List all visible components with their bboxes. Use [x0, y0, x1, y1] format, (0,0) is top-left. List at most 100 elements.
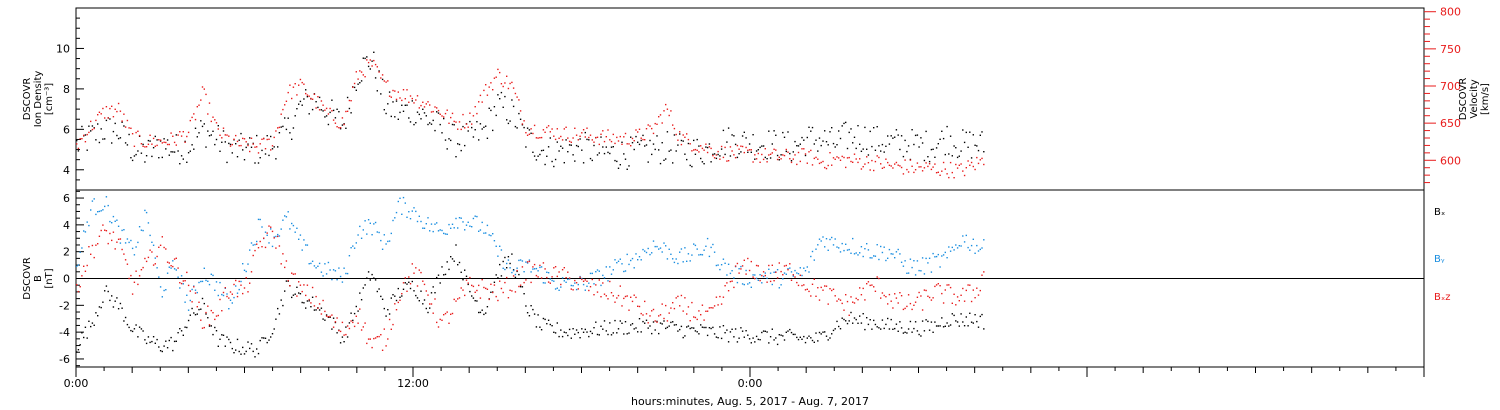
data-point — [687, 253, 690, 255]
data-point — [913, 143, 915, 146]
data-point — [114, 300, 116, 302]
data-point — [296, 227, 298, 229]
data-point — [880, 163, 882, 165]
data-point — [102, 107, 104, 110]
data-point — [789, 267, 791, 269]
data-point — [392, 323, 394, 326]
data-point — [715, 264, 718, 267]
data-point — [727, 341, 730, 343]
data-point — [352, 321, 354, 324]
data-point — [658, 248, 660, 250]
data-point — [862, 148, 864, 150]
data-point — [135, 246, 137, 248]
data-point — [780, 270, 782, 273]
data-point — [161, 350, 163, 353]
data-point — [602, 274, 604, 277]
data-point — [759, 279, 761, 282]
data-point — [371, 65, 373, 67]
data-point — [822, 331, 824, 333]
data-point — [373, 59, 375, 62]
data-point — [755, 150, 758, 152]
data-point — [916, 134, 919, 136]
data-point — [785, 150, 787, 153]
data-point — [533, 313, 536, 315]
data-point — [256, 348, 258, 350]
data-point — [242, 346, 244, 349]
data-point — [306, 96, 309, 98]
data-point — [437, 109, 440, 112]
data-point — [287, 91, 289, 94]
data-point — [229, 143, 232, 146]
data-point — [200, 308, 202, 310]
data-point — [243, 269, 246, 271]
data-point — [647, 322, 649, 324]
data-point — [934, 156, 936, 158]
data-point — [874, 323, 877, 326]
data-point — [700, 253, 702, 256]
data-point — [88, 224, 90, 227]
data-point — [822, 140, 824, 142]
data-point — [154, 145, 156, 147]
data-point — [574, 127, 576, 129]
data-point — [589, 157, 592, 160]
data-point — [855, 147, 857, 150]
data-point — [927, 295, 929, 297]
data-point — [250, 242, 253, 244]
data-point — [114, 122, 116, 125]
data-point — [152, 137, 155, 140]
data-point — [357, 78, 359, 80]
data-point — [376, 66, 378, 68]
data-point — [645, 144, 648, 146]
data-point — [546, 155, 548, 157]
data-point — [621, 263, 623, 265]
data-point — [282, 304, 284, 307]
data-point — [626, 168, 628, 170]
data-point — [147, 256, 150, 259]
data-point — [432, 312, 434, 314]
data-point — [743, 336, 745, 338]
data-point — [222, 127, 225, 129]
data-point — [338, 111, 340, 113]
data-point — [233, 352, 235, 354]
data-point — [979, 315, 981, 318]
data-point — [117, 102, 120, 105]
data-point — [179, 131, 181, 133]
data-point — [867, 323, 870, 326]
data-point — [145, 146, 148, 148]
data-point — [215, 138, 218, 141]
data-point — [104, 229, 106, 231]
data-point — [776, 343, 779, 346]
data-point — [775, 271, 777, 273]
data-point — [647, 124, 649, 126]
data-point — [949, 250, 952, 252]
data-point — [427, 294, 429, 296]
data-point — [549, 278, 551, 280]
data-point — [320, 271, 323, 273]
data-point — [277, 127, 279, 129]
data-point — [409, 95, 412, 97]
data-point — [878, 258, 880, 261]
data-point — [754, 158, 756, 160]
data-point — [771, 264, 773, 266]
data-point — [175, 144, 177, 146]
y-tick-label: -6 — [59, 353, 70, 366]
data-point — [378, 335, 380, 338]
data-point — [207, 280, 209, 282]
data-point — [413, 290, 415, 292]
data-point — [130, 329, 132, 332]
data-point — [109, 299, 111, 302]
data-point — [668, 248, 670, 250]
data-point — [867, 281, 870, 283]
data-point — [397, 118, 399, 120]
data-point — [792, 275, 794, 277]
data-point — [672, 162, 674, 164]
data-point — [976, 156, 978, 159]
data-point — [109, 107, 111, 110]
data-point — [782, 131, 784, 134]
data-point — [588, 136, 590, 139]
data-point — [497, 299, 499, 302]
data-point — [308, 95, 310, 97]
data-point — [77, 150, 80, 152]
data-point — [315, 267, 317, 269]
data-point — [670, 253, 672, 255]
